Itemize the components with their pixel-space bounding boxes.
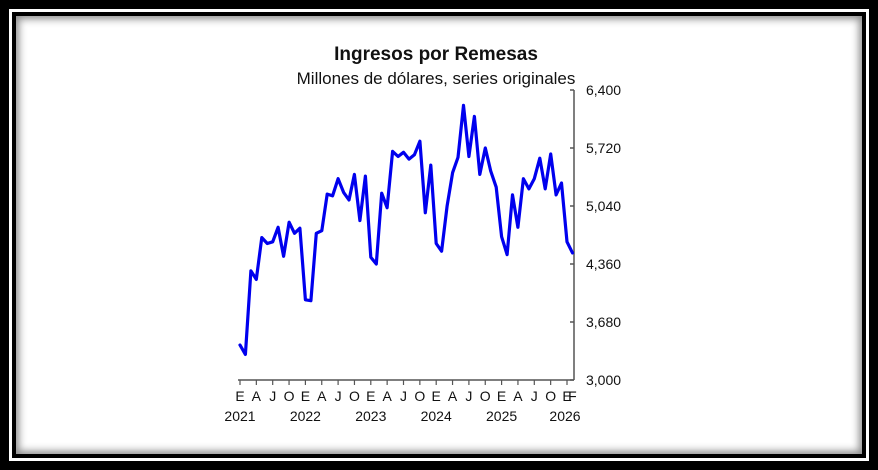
y-tick-label: 6,400: [586, 82, 621, 98]
x-month-label: A: [513, 388, 523, 404]
x-month-label: O: [480, 388, 491, 404]
x-month-label: E: [497, 388, 506, 404]
chart-subtitle: Millones de dólares, series originales: [296, 69, 576, 88]
x-year-label: 2024: [421, 408, 452, 424]
x-month-label: E: [432, 388, 441, 404]
y-tick-label: 3,000: [586, 372, 621, 388]
x-month-label: A: [252, 388, 262, 404]
x-month-label: O: [349, 388, 360, 404]
x-month-label: A: [317, 388, 327, 404]
x-month-label: J: [531, 388, 538, 404]
remittances-line: [238, 103, 575, 356]
x-month-label: A: [382, 388, 392, 404]
x-month-label: J: [400, 388, 407, 404]
x-year-label: 2022: [290, 408, 321, 424]
x-month-label: O: [284, 388, 295, 404]
y-tick-label: 4,360: [586, 256, 621, 272]
x-month-label: E: [366, 388, 375, 404]
chart-title: Ingresos por Remesas: [334, 44, 538, 65]
x-month-label: O: [545, 388, 556, 404]
x-year-label: 2025: [486, 408, 517, 424]
x-month-label: E: [235, 388, 244, 404]
x-year-label: 2026: [549, 408, 580, 424]
chart-panel: Ingresos por Remesas Millones de dólares…: [16, 16, 862, 454]
x-month-label: J: [269, 388, 276, 404]
y-tick-label: 5,720: [586, 140, 621, 156]
y-axis: 6,400 5,720 5,040 4,360 3,680 3,000: [570, 82, 621, 388]
x-year-label: 2021: [224, 408, 255, 424]
x-month-label: E: [562, 388, 571, 404]
x-month-label: J: [465, 388, 472, 404]
x-month-label: A: [448, 388, 458, 404]
x-month-label: J: [335, 388, 342, 404]
y-tick-label: 5,040: [586, 198, 621, 214]
x-year-label: 2023: [355, 408, 386, 424]
x-month-label: F: [568, 388, 577, 404]
x-month-label: O: [414, 388, 425, 404]
y-tick-label: 3,680: [586, 314, 621, 330]
x-month-label: E: [301, 388, 310, 404]
